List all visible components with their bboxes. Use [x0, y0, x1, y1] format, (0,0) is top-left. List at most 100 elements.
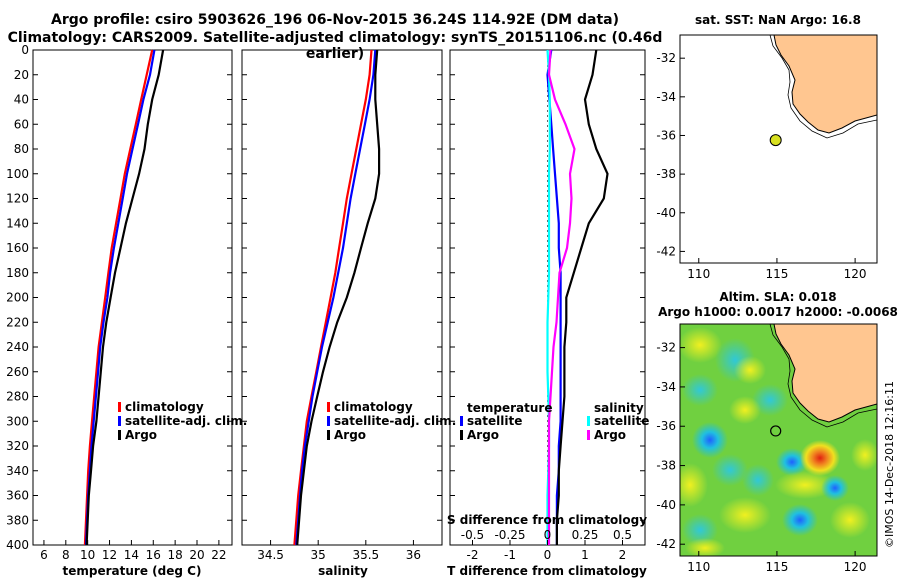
difference-legend-temperature: temperature satellite Argo	[460, 401, 552, 442]
sst-map-title: sat. SST: NaN Argo: 16.8	[695, 13, 861, 27]
salinity-x-tick-label: 34.5	[257, 548, 284, 562]
salinity-x-tick-label: 35	[311, 548, 326, 562]
legend-swatch-sal-argo	[587, 430, 590, 440]
depth-tick-label: 400	[6, 538, 29, 552]
longitude-tick-label: 110	[687, 560, 710, 574]
temperature-x-tick-label: 22	[211, 548, 226, 562]
legend-swatch-climatology	[118, 402, 121, 412]
difference-panel: -2 -1 0 1 2 -0.5 -0.25 0 0.25 0.5 T difference f…	[447, 49, 649, 578]
depth-tick-label: 60	[14, 117, 29, 131]
temperature-xlabel: temperature (deg C)	[63, 564, 202, 578]
legend-label-satellite: satellite-adj. clim.	[125, 414, 247, 428]
depth-tick-label: 80	[14, 142, 29, 156]
figure-title-line-1: Argo profile: csiro 5903626_196 06-Nov-2…	[51, 12, 619, 28]
difference-x-tick-label: 1	[581, 548, 589, 562]
temperature-x-tick-label: 6	[40, 548, 48, 562]
latitude-tick-label: -38	[656, 459, 676, 473]
latitude-tick-label: -32	[656, 341, 676, 355]
salinity-diff-tick-label: 0	[544, 528, 552, 542]
depth-tick-label: 160	[6, 241, 29, 255]
series-line-temperature-argo	[555, 49, 609, 545]
temperature-x-tick-label: 14	[124, 548, 139, 562]
isobath-contour	[769, 324, 877, 428]
difference-legend-salinity: salinity satellite Argo	[587, 401, 649, 442]
salinity-legend: climatology satellite-adj. clim. Argo	[327, 400, 456, 442]
latitude-tick-label: -32	[656, 51, 676, 65]
series-line-salinity-argo	[547, 49, 576, 545]
salinity-axes-frame	[241, 49, 443, 546]
difference-x-tick-label: -2	[467, 548, 479, 562]
isobath-contour	[769, 35, 877, 139]
difference-xlabel-top: S difference from climatology	[447, 513, 647, 527]
latitude-tick-label: -36	[656, 128, 676, 142]
argo-float-marker	[770, 425, 782, 437]
depth-tick-label: 100	[6, 167, 29, 181]
depth-tick-label: 20	[14, 68, 29, 82]
depth-tick-label: 360	[6, 489, 29, 503]
depth-tick-label: 240	[6, 340, 29, 354]
series-line-argo	[296, 49, 381, 546]
series-line-climatology	[83, 49, 154, 546]
difference-x-tick-label: -1	[504, 548, 516, 562]
legend-label-sal-satellite: satellite	[594, 414, 649, 428]
australia-landmass	[773, 324, 877, 423]
depth-tick-label: 340	[6, 464, 29, 478]
salinity-x-tick-label: 35.5	[352, 548, 379, 562]
longitude-tick-label: 110	[687, 267, 710, 281]
depth-tick-label: 140	[6, 216, 29, 230]
longitude-tick-label: 115	[765, 560, 788, 574]
legend-swatch-temp-argo	[460, 430, 463, 440]
legend-swatch-satellite	[327, 416, 330, 426]
legend-label-argo: Argo	[334, 428, 366, 442]
imos-credit: ©IMOS 14-Dec-2018 12:16:11	[883, 381, 896, 548]
legend-label-temp-argo: Argo	[467, 428, 499, 442]
depth-tick-label: 0	[21, 43, 29, 57]
salinity-x-tick-label: 36	[406, 548, 421, 562]
legend-label-climatology: climatology	[334, 400, 413, 414]
longitude-tick-label: 120	[844, 267, 867, 281]
longitude-tick-label: 120	[844, 560, 867, 574]
sst-map-frame	[679, 34, 878, 264]
salinity-diff-tick-label: -0.5	[461, 528, 484, 542]
salinity-diff-tick-label: 0.25	[572, 528, 599, 542]
temperature-x-tick-label: 18	[168, 548, 183, 562]
difference-x-tick-label: 0	[544, 548, 552, 562]
latitude-tick-label: -42	[656, 537, 676, 551]
latitude-tick-label: -40	[656, 206, 676, 220]
temperature-panel: 0 20 40 60 80 100 120 140 160 180 200 220 240 260 280 3…	[6, 43, 247, 578]
sla-map: Altim. SLA: 0.018 Argo h1000: 0.0017 h20…	[656, 290, 898, 574]
sla-map-title-line-1: Altim. SLA: 0.018	[719, 290, 836, 304]
australia-landmass	[773, 35, 877, 134]
depth-tick-label: 380	[6, 513, 29, 527]
depth-tick-label: 300	[6, 414, 29, 428]
sla-map-frame	[679, 323, 878, 557]
sst-map: sat. SST: NaN Argo: 16.8 110 115 120 -32 -3…	[656, 13, 878, 281]
temperature-x-tick-label: 16	[146, 548, 161, 562]
legend-swatch-climatology	[327, 402, 330, 412]
legend-label-climatology: climatology	[125, 400, 204, 414]
difference-xlabel: T difference from climatology	[447, 564, 647, 578]
legend-swatch-argo	[118, 430, 121, 440]
series-line-argo	[85, 49, 165, 546]
longitude-tick-label: 115	[765, 267, 788, 281]
depth-tick-label: 320	[6, 439, 29, 453]
latitude-tick-label: -34	[656, 90, 676, 104]
sla-map-title-line-2: Argo h1000: 0.0017 h2000: -0.0068	[658, 305, 898, 319]
legend-label-temp-satellite: satellite	[467, 414, 522, 428]
temperature-x-tick-label: 12	[102, 548, 117, 562]
temperature-legend: climatology satellite-adj. clim. Argo	[118, 400, 247, 442]
latitude-tick-label: -42	[656, 244, 676, 258]
legend-swatch-temp-satellite	[460, 416, 463, 426]
salinity-xlabel: salinity	[318, 564, 368, 578]
legend-title-salinity: salinity	[594, 401, 644, 415]
argo-float-marker	[769, 134, 782, 147]
latitude-tick-label: -38	[656, 167, 676, 181]
depth-tick-label: 200	[6, 291, 29, 305]
legend-swatch-sal-satellite	[587, 416, 590, 426]
latitude-tick-label: -36	[656, 419, 676, 433]
depth-tick-label: 180	[6, 266, 29, 280]
latitude-tick-label: -40	[656, 498, 676, 512]
legend-swatch-satellite	[118, 416, 121, 426]
depth-tick-label: 280	[6, 390, 29, 404]
